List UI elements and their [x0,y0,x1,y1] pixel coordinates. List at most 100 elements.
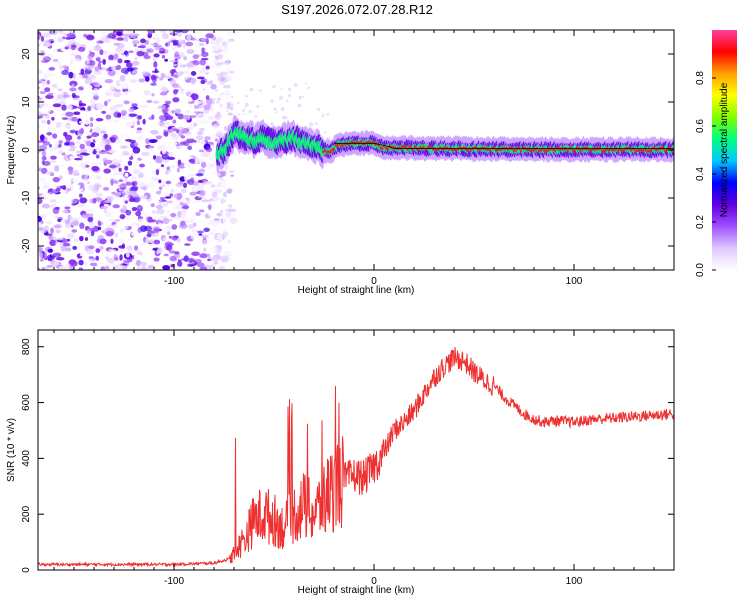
spectrogram-noise-blob [199,67,208,74]
spectrogram-noise-blob [108,164,117,169]
spectrogram-noise-blob [79,143,85,150]
spectrogram-noise-blob [70,53,78,57]
spectrogram-noise-blob [170,41,174,49]
spectrogram-noise-blob [79,253,84,257]
spectrogram-noise-blob [72,95,80,98]
spectrogram-noise-blob [183,176,188,181]
spectrogram-noise-blob [169,32,174,36]
spectrogram-ytick-label: -20 [21,238,32,253]
spectrogram-noise-blob [223,84,231,89]
spectrogram-noise-blob [105,211,112,218]
spectrogram-noise-blob [216,73,224,77]
spectrogram-noise-blob [219,95,226,100]
spectrogram-noise-blob [140,225,148,232]
spectrogram-noise-blob [180,188,187,194]
spectrogram-noise-blob [41,80,45,87]
spectrogram-noise-blob [203,237,207,241]
spectrogram-noise-blob [183,76,191,81]
spectrogram-noise-blob [86,59,90,65]
spectrogram-noise-blob [38,167,42,172]
spectrogram-noise-blob [72,245,78,250]
spectrogram-noise-blob [140,38,146,44]
spectrogram-noise-blob [146,233,152,238]
spectrogram-noise-blob [54,77,59,85]
spectrogram-noise-blob [141,266,147,270]
spectrogram-noise-blob [133,168,139,175]
spectrogram-noise-blob [280,107,285,112]
spectrogram-noise-blob [167,151,174,157]
spectrogram-noise-blob [221,41,228,47]
spectrogram-noise-blob [99,238,107,245]
spectrogram-noise-blob [105,114,112,120]
spectrogram-noise-blob [132,38,139,45]
spectrogram-noise-blob [89,117,94,122]
spectrogram-noise-blob [170,212,177,218]
spectrogram-noise-blob [162,33,169,40]
spectrogram-noise-blob [198,195,203,198]
spectrogram-noise-blob [95,77,102,81]
spectrogram-noise-blob [81,163,86,169]
spectrogram-noise-blob [107,218,115,222]
spectrogram-noise-blob [162,166,166,169]
spectrogram-noise-blob [80,109,85,116]
spectrogram-noise-blob [70,145,76,151]
spectrogram-noise-blob [69,156,74,160]
spectrogram-noise-blob [70,45,76,51]
spectrogram-noise-blob [118,248,126,253]
spectrogram-noise-blob [49,148,56,152]
spectrogram-noise-blob [83,74,88,79]
spectrogram-noise-blob [128,113,138,117]
spectrogram-noise-blob [248,110,252,114]
spectrogram-noise-blob [41,203,51,209]
spectrogram-noise-blob [118,155,127,162]
spectrogram-noise-blob [111,158,120,166]
spectrogram-noise-blob [209,79,213,85]
spectrogram-noise-blob [71,229,78,233]
spectrogram-noise-blob [67,214,72,221]
spectrogram-noise-blob [82,41,91,45]
spectrogram-noise-blob [88,256,94,259]
spectrogram-model-line [334,142,674,149]
spectrogram-xtick-label: 0 [371,276,377,287]
figure-title: S197.2026.072.07.28.R12 [281,2,433,17]
spectrogram-noise-blob [118,179,124,182]
spectrogram-noise-blob [200,140,206,145]
spectrogram-noise-blob [38,124,41,130]
spectrogram-noise-blob [104,79,114,84]
snr-ylabel: SNR (10 * v/v) [6,418,17,482]
spectrogram-noise-blob [226,170,230,174]
spectrogram-noise-blob [217,48,223,53]
spectrogram-noise-blob [180,212,186,219]
spectrogram-noise-blob [94,53,100,58]
spectrogram-noise-blob [157,247,163,253]
spectrogram-noise-blob [68,169,73,175]
spectrogram-noise-blob [95,192,104,198]
spectrogram-noise-blob [190,77,197,84]
spectrogram-noise-blob [101,66,107,73]
spectrogram-noise-blob [73,111,81,116]
spectrogram-noise-blob [53,49,57,52]
spectrogram-noise-blob [151,125,159,130]
spectrogram-noise-blob [212,196,220,202]
spectrogram-noise-blob [40,213,47,219]
spectrogram-ytick-label: 20 [21,48,32,60]
spectrogram-noise-blob [65,219,71,225]
spectrogram-noise-blob [47,125,52,132]
spectrogram-noise-blob [139,104,145,108]
spectrogram-noise-blob [85,34,94,40]
spectrogram-noise-blob [149,108,156,114]
spectrogram-noise-blob [78,106,82,110]
spectrogram-noise-blob [155,204,163,210]
spectrogram-noise-blob [208,156,213,161]
spectrogram-noise-blob [73,238,79,242]
spectrogram-noise-blob [64,46,69,50]
spectrogram-noise-blob [39,144,48,151]
spectrogram-noise-blob [199,266,208,270]
spectrogram-noise-blob [62,36,66,40]
spectrogram-noise-blob [199,58,207,66]
spectrogram-noise-blob [139,163,146,168]
spectrogram-noise-blob [84,79,93,85]
spectrogram-noise-blob [124,165,129,171]
spectrogram-noise-blob [142,51,149,57]
spectrogram-noise-blob [164,75,173,79]
